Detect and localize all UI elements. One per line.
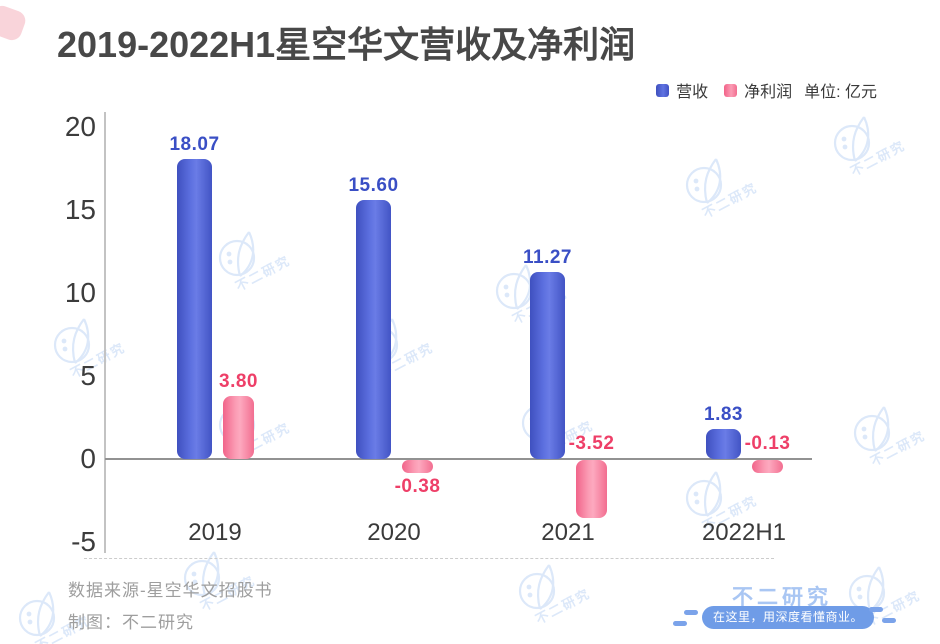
watermark-text: 不二研究 [867,427,928,470]
data-source-note: 数据来源-星空华文招股书 [68,581,273,600]
legend-item-revenue: 营收 [656,78,708,102]
chart-credit-note: 制图：不二研究 [68,613,194,632]
watermark-text: 不二研究 [232,252,293,295]
watermark: 不二研究 [510,560,610,644]
watermark-text: 不二研究 [699,179,760,222]
category-label: 2021 [541,519,595,546]
watermark-text: 不二研究 [532,585,593,628]
category-label: 2022H1 [701,519,787,546]
bar-净利润-2021 [576,460,607,519]
bar-净利润-2020 [402,460,433,473]
value-label-营收-2019: 18.07 [169,134,220,156]
value-label-营收-2020: 15.60 [348,175,399,197]
bar-营收-2022H1 [706,428,741,459]
brand-tagline-badge: 在这里，用深度看懂商业。 [702,606,875,629]
watermark: 不二研究 [825,112,925,198]
bar-营收-2019 [177,159,212,459]
unit-note: 单位: 亿元 [804,84,877,101]
badge-dash-decoration [882,618,896,623]
y-tick-label: 5 [80,360,96,391]
watermark: 不二研究 [677,154,777,240]
y-tick-label: 10 [64,277,96,308]
dashed-separator [84,558,774,559]
bar-营收-2021 [530,271,565,459]
badge-dash-decoration [684,610,698,615]
badge-dash-decoration [869,607,883,612]
brand-name: 不二研究 [732,586,832,609]
bar-净利润-2022H1 [752,460,783,473]
category-label: 2020 [367,519,421,546]
legend-label-revenue: 营收 [676,84,709,101]
value-label-净利润-2020: -0.38 [394,476,441,497]
value-label-营收-2021: 11.27 [523,246,572,268]
watermark: 不二研究 [210,227,310,313]
bar-营收-2020 [356,200,391,459]
legend: 营收 净利润 单位: 亿元 [656,78,877,102]
y-tick-label: 20 [64,111,96,142]
profit-swatch-icon [724,83,738,97]
y-axis-line [104,112,106,553]
watermark-text: 不二研究 [847,137,908,180]
watermark: 不二研究 [845,402,940,488]
value-label-营收-2022H1: 1.83 [704,403,743,425]
legend-item-profit: 净利润 [724,78,792,102]
value-label-净利润-2022H1: -0.13 [744,433,791,454]
badge-dash-decoration [673,621,687,626]
legend-label-profit: 净利润 [744,84,793,101]
bar-净利润-2019 [223,395,254,459]
value-label-净利润-2019: 3.80 [219,370,258,392]
category-label: 2019 [188,519,242,546]
chart-title: 2019-2022H1星空华文营收及净利润 [57,24,636,65]
value-label-净利润-2021: -3.52 [568,433,615,454]
zero-baseline [105,458,812,460]
revenue-swatch-icon [656,83,670,97]
y-tick-label: -5 [71,526,96,557]
y-tick-label: 15 [64,194,96,225]
y-tick-label: 0 [80,443,96,474]
